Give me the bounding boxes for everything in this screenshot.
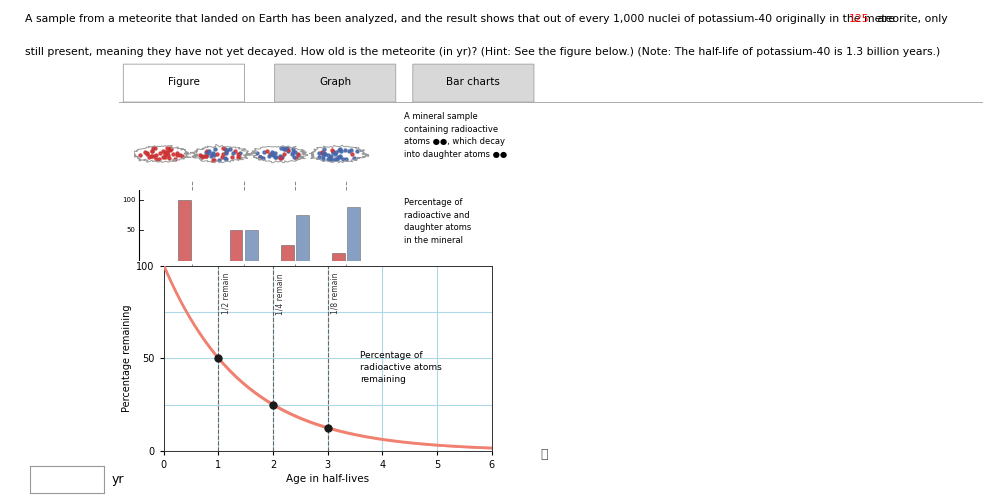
Bar: [296, 215, 309, 261]
Text: Graph: Graph: [319, 77, 352, 87]
Bar: [332, 253, 345, 261]
Bar: [178, 199, 191, 261]
Text: Figure: Figure: [168, 77, 200, 87]
Y-axis label: Percentage remaining: Percentage remaining: [122, 305, 132, 412]
Text: 1/2 remain: 1/2 remain: [221, 273, 230, 315]
FancyBboxPatch shape: [413, 64, 534, 102]
Bar: [229, 230, 242, 261]
FancyBboxPatch shape: [275, 64, 395, 102]
Text: still present, meaning they have not yet decayed. How old is the meteorite (in y: still present, meaning they have not yet…: [25, 47, 940, 57]
Text: 1/8 remain: 1/8 remain: [331, 273, 340, 315]
Text: 100: 100: [122, 196, 135, 202]
Text: are: are: [874, 15, 895, 25]
FancyBboxPatch shape: [120, 104, 540, 479]
Bar: [281, 245, 294, 261]
Bar: [348, 207, 360, 261]
Text: 1/4 remain: 1/4 remain: [276, 273, 285, 315]
X-axis label: Age in half-lives: Age in half-lives: [286, 474, 369, 484]
Text: ⓘ: ⓘ: [540, 448, 548, 461]
Text: 125: 125: [849, 15, 870, 25]
Text: yr: yr: [111, 473, 124, 486]
Text: Bar charts: Bar charts: [447, 77, 500, 87]
Bar: [245, 230, 258, 261]
Text: A sample from a meteorite that landed on Earth has been analyzed, and the result: A sample from a meteorite that landed on…: [25, 15, 951, 25]
Text: A mineral sample
containing radioactive
atoms ●●, which decay
into daughter atom: A mineral sample containing radioactive …: [404, 112, 507, 159]
Text: Percentage of
radioactive atoms
remaining: Percentage of radioactive atoms remainin…: [360, 351, 442, 384]
Text: 50: 50: [126, 227, 135, 233]
Text: Percentage of
radioactive and
daughter atoms
in the mineral: Percentage of radioactive and daughter a…: [404, 198, 472, 245]
FancyBboxPatch shape: [123, 64, 244, 102]
